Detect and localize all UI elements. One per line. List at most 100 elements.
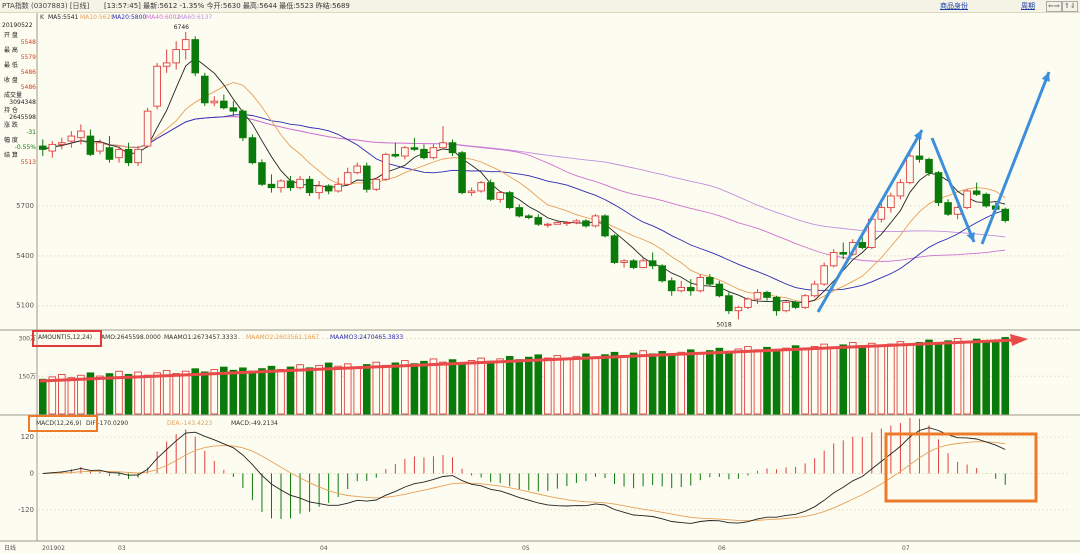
- info-label: 收 盘: [4, 76, 18, 84]
- link-commodity-identity[interactable]: 商品身份: [940, 2, 968, 10]
- amount-bar-down: [486, 360, 495, 415]
- amount-bar-down: [791, 345, 800, 415]
- candle-down: [105, 147, 114, 160]
- macd-legend-item: DIF:-170.0290: [86, 420, 128, 427]
- info-value: 5486: [21, 84, 36, 91]
- price-legend-item: K: [40, 14, 45, 21]
- amount-bar-down: [934, 342, 943, 415]
- candle-down: [972, 190, 981, 195]
- candle-up: [277, 180, 285, 189]
- info-value: 5486: [21, 69, 36, 76]
- amount-bar-up: [210, 369, 219, 415]
- ma5-line: [42, 57, 1006, 304]
- amount-bar-up: [96, 375, 104, 415]
- amount-bar-down: [686, 349, 695, 415]
- candle-down: [229, 107, 238, 112]
- candle-down: [267, 183, 276, 189]
- candle-up: [906, 155, 914, 184]
- candle-down: [706, 276, 714, 285]
- info-value: 3094348: [9, 99, 36, 106]
- macd-legend-item: MACD:-49.2134: [231, 420, 278, 427]
- amount-bar-down: [105, 373, 114, 415]
- amount-bar-up: [620, 355, 628, 415]
- candle-up: [296, 178, 304, 189]
- candle-down: [220, 100, 228, 109]
- trend-arrow-shaft: [980, 71, 1051, 245]
- amount-bar-down: [610, 351, 619, 415]
- link-period[interactable]: 周期: [1021, 2, 1035, 10]
- candle-up: [467, 190, 476, 194]
- candle-down: [944, 202, 952, 215]
- amount-bar-down: [248, 370, 257, 415]
- candle-up: [496, 192, 504, 200]
- candle-up: [67, 135, 76, 142]
- amount-bar-down: [258, 368, 266, 415]
- amount-bar-down: [972, 338, 981, 415]
- candle-up: [620, 260, 628, 263]
- info-value: 2645598: [9, 114, 36, 121]
- candle-up: [343, 172, 352, 185]
- candle-down: [200, 75, 209, 104]
- amount-bar-down: [515, 359, 524, 415]
- candle-down: [763, 291, 771, 298]
- candle-up: [477, 182, 485, 192]
- zoom-horizontal-button[interactable]: ⇐⇒: [1046, 1, 1062, 12]
- amount-bar-down: [524, 356, 533, 415]
- x-axis-label: 05: [522, 545, 530, 552]
- macd-legend-item: DEA:-143.4223: [167, 420, 212, 427]
- amount-bar-up: [953, 337, 962, 415]
- x-axis-label: 03: [118, 545, 126, 552]
- candle-down: [38, 145, 47, 150]
- candle-up: [572, 220, 581, 224]
- candle-down: [124, 148, 133, 164]
- amount-bar-down: [582, 353, 590, 415]
- amount-bar-down: [391, 362, 400, 415]
- price-legend-item: MA20:5800: [112, 14, 146, 21]
- macd-dea-line: [42, 441, 1006, 522]
- amount-bar-up: [429, 358, 438, 415]
- candle-up: [143, 110, 152, 147]
- amount-bar-down: [220, 366, 228, 415]
- amount-bar-down: [458, 362, 466, 415]
- amount-bar-down: [601, 354, 609, 415]
- amount-bar-up: [553, 355, 562, 415]
- amount-bar-up: [544, 357, 552, 415]
- amount-trend-arrow-head: [1010, 334, 1028, 346]
- low-annotation: 5018: [716, 321, 731, 328]
- candle-up: [372, 178, 381, 190]
- info-label: 幅 度: [4, 136, 18, 144]
- amount-bar-down: [229, 369, 238, 415]
- amount-bar-down: [925, 339, 933, 415]
- amount-bar-up: [172, 373, 180, 415]
- candle-up: [172, 49, 180, 64]
- amount-bar-down: [534, 354, 543, 415]
- amount-bar-down: [629, 352, 638, 415]
- candle-up: [896, 182, 905, 197]
- candle-up: [181, 39, 190, 51]
- candle-down: [934, 172, 943, 204]
- amount-bar-up: [58, 374, 66, 415]
- candle-down: [86, 135, 95, 155]
- amount-bar-up: [677, 351, 686, 415]
- amount-bar-down: [991, 339, 1000, 415]
- amount-bar-down: [725, 350, 733, 415]
- amount-bar-down: [667, 354, 676, 415]
- candle-up: [753, 291, 762, 300]
- candle-up: [963, 190, 971, 209]
- zoom-vertical-button[interactable]: ⇑⇓: [1062, 1, 1078, 12]
- amount-bar-up: [744, 346, 752, 415]
- trend-arrow-head: [1041, 72, 1050, 82]
- candle-down: [258, 162, 266, 185]
- amount-legend-item: MAAMO2:2603561.1667: [246, 334, 319, 341]
- amount-bar-up: [181, 370, 190, 415]
- info-label: 持 仓: [4, 106, 18, 114]
- amount-bar-up: [115, 370, 123, 415]
- candle-down: [458, 152, 466, 194]
- info-label: 最 低: [4, 61, 18, 69]
- amount-bar-up: [572, 355, 581, 415]
- amount-bar-down: [915, 341, 924, 415]
- candle-down: [610, 235, 619, 263]
- candle-up: [829, 252, 838, 267]
- candle-up: [334, 183, 342, 192]
